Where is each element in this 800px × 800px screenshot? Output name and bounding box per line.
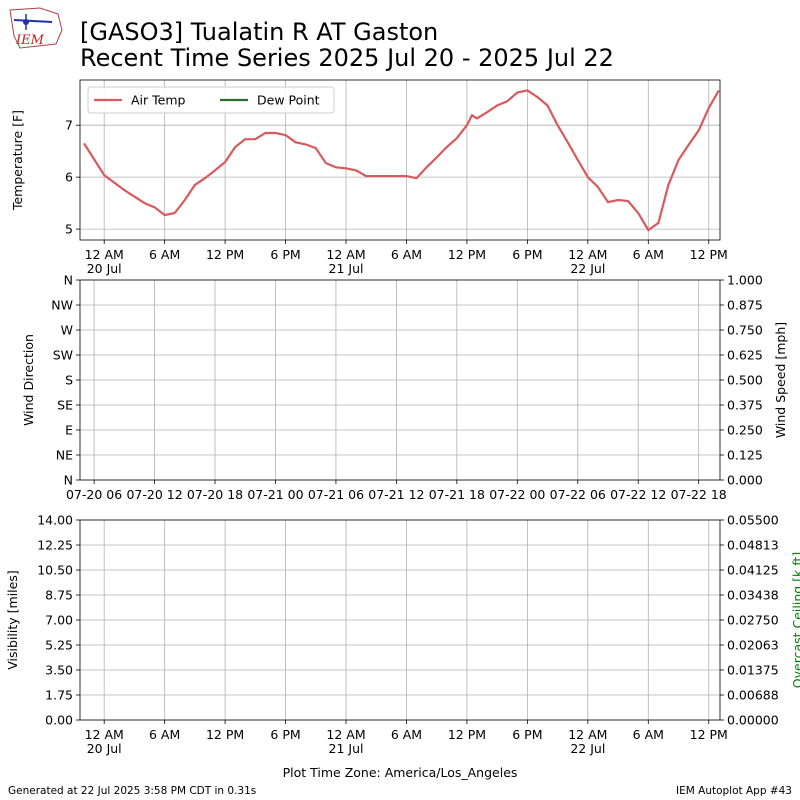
legend-box (87, 86, 335, 114)
y-axis-label: Temperature [F] (10, 110, 25, 211)
y-tick-label: S (65, 373, 73, 388)
x-tick-label: 6 PM (512, 727, 542, 742)
y2-tick-label: 0.00688 (727, 688, 779, 703)
y2-tick-label: 0.250 (727, 423, 763, 438)
y2-tick-label: 0.875 (727, 298, 763, 313)
y-tick-label: NE (56, 448, 73, 463)
footer-right: IEM Autoplot App #43 (676, 785, 792, 797)
y-tick-label: 3.50 (45, 663, 73, 678)
axes-frame (79, 279, 721, 481)
x-tick-label: 6 AM (149, 247, 180, 262)
y-tick-label: 14.00 (37, 513, 73, 528)
iem-logo: IEM (9, 7, 63, 49)
y2-tick-label: 0.375 (727, 398, 763, 413)
x-tick-label: 07-21 12 (368, 487, 424, 502)
x-tick-label: 6 AM (391, 727, 422, 742)
y-tick-label: SE (57, 398, 73, 413)
x-tick-label: 07-22 18 (671, 487, 727, 502)
x-tick-label: 12 PM (690, 727, 728, 742)
x-tick-label: 07-21 18 (429, 487, 485, 502)
x-tick-label: 6 PM (512, 247, 542, 262)
y-tick-label: 0.00 (45, 713, 73, 728)
legend-label: Air Temp (131, 93, 186, 108)
series-line (83, 89, 720, 232)
title-line: Recent Time Series 2025 Jul 20 - 2025 Ju… (80, 44, 614, 72)
x-tick-label: 07-20 18 (187, 487, 243, 502)
y-tick-label: 10.50 (37, 563, 73, 578)
y-axis-label: Visibility [miles] (5, 570, 20, 669)
y2-tick-label: 0.750 (727, 323, 763, 338)
y2-tick-label: 0.125 (727, 448, 763, 463)
x-tick-label: 12 AM 21 Jul (326, 727, 365, 756)
x-tick-label: 6 PM (270, 727, 300, 742)
x-tick-label: 07-22 06 (550, 487, 606, 502)
x-tick-label: 6 AM (391, 247, 422, 262)
x-tick-label: 07-21 00 (247, 487, 303, 502)
y-tick-label: 1.75 (45, 688, 73, 703)
y2-axis-label: Overcast Ceiling [k ft] (790, 552, 800, 688)
x-tick-label: 6 AM (633, 727, 664, 742)
y-tick-label: N (64, 473, 73, 488)
x-tick-label: 12 PM (206, 727, 244, 742)
y-tick-label: SW (53, 348, 73, 363)
x-tick-label: 6 PM (270, 247, 300, 262)
x-tick-label: 12 PM (690, 247, 728, 262)
x-tick-label: 12 AM 22 Jul (568, 247, 607, 276)
y2-tick-label: 0.01375 (727, 663, 779, 678)
y-tick-label: W (61, 323, 73, 338)
y-tick-label: 7.00 (45, 613, 73, 628)
x-tick-label: 12 AM 22 Jul (568, 727, 607, 756)
y-tick-label: E (65, 423, 73, 438)
x-tick-label: 12 PM (448, 247, 486, 262)
y2-tick-label: 0.03438 (727, 588, 779, 603)
x-tick-label: 12 AM 21 Jul (326, 247, 365, 276)
x-tick-label: 07-21 06 (308, 487, 364, 502)
y2-axis-label: Wind Speed [mph] (773, 322, 788, 438)
y-tick-label: 7 (65, 118, 73, 133)
y2-tick-label: 0.04813 (727, 538, 779, 553)
x-tick-label: 12 AM 20 Jul (85, 247, 124, 276)
y2-tick-label: 1.000 (727, 273, 763, 288)
x-tick-label: 07-22 00 (489, 487, 545, 502)
x-tick-label: 07-20 12 (126, 487, 182, 502)
y2-tick-label: 0.000 (727, 473, 763, 488)
axes-frame (79, 79, 721, 241)
y2-tick-label: 0.625 (727, 348, 763, 363)
y-tick-label: 5.25 (45, 638, 73, 653)
y2-tick-label: 0.02750 (727, 613, 779, 628)
x-tick-label: 6 AM (633, 247, 664, 262)
y-tick-label: N (64, 273, 73, 288)
x-tick-label: 6 AM (149, 727, 180, 742)
x-tick-label: 07-20 06 (66, 487, 122, 502)
y-tick-label: 5 (65, 222, 73, 237)
x-tick-label: 12 PM (206, 247, 244, 262)
y2-tick-label: 0.05500 (727, 513, 779, 528)
y2-tick-label: 0.500 (727, 373, 763, 388)
svg-text:IEM: IEM (15, 33, 45, 48)
y-tick-label: 6 (65, 170, 73, 185)
title-line: [GASO3] Tualatin R AT Gaston (80, 18, 438, 46)
y-tick-label: NW (51, 298, 73, 313)
legend-label: Dew Point (257, 93, 320, 108)
x-tick-label: 12 AM 20 Jul (85, 727, 124, 756)
axes-frame (79, 519, 721, 721)
x-tick-label: 12 PM (448, 727, 486, 742)
y-axis-label: Wind Direction (21, 334, 36, 426)
y-tick-label: 12.25 (37, 538, 73, 553)
x-axis-label: Plot Time Zone: America/Los_Angeles (283, 765, 518, 780)
y2-tick-label: 0.02063 (727, 638, 779, 653)
y2-tick-label: 0.00000 (727, 713, 779, 728)
footer-left: Generated at 22 Jul 2025 3:58 PM CDT in … (8, 785, 256, 797)
x-tick-label: 07-22 12 (610, 487, 666, 502)
y2-tick-label: 0.04125 (727, 563, 779, 578)
y-tick-label: 8.75 (45, 588, 73, 603)
